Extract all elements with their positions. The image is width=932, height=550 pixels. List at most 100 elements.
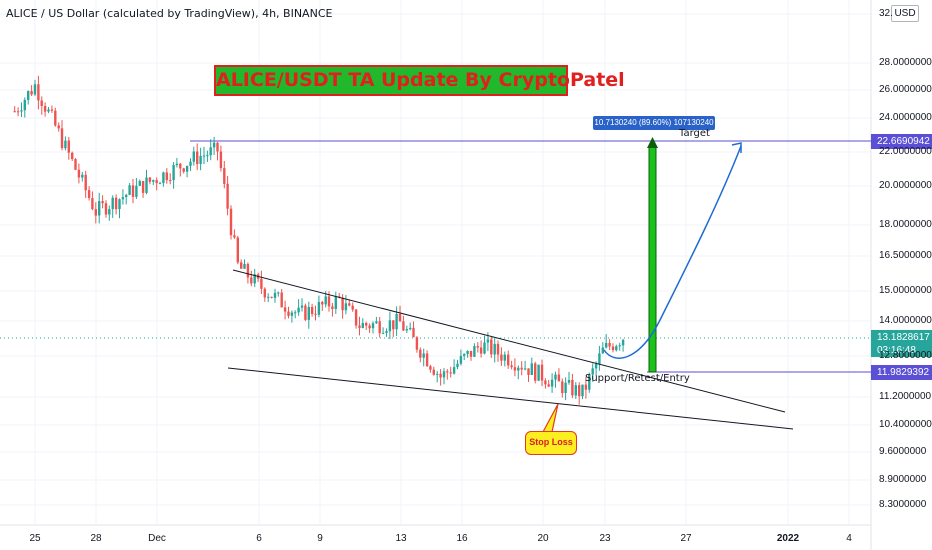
y-tick-label: 20.0000000 — [879, 180, 932, 191]
candle-body — [358, 325, 361, 328]
candle-body — [267, 296, 270, 298]
candle-body — [27, 91, 30, 100]
candle-body — [503, 354, 506, 361]
candle-body — [368, 325, 371, 329]
target-price-tag: 22.6690942 — [871, 134, 932, 149]
candle-body — [419, 349, 422, 358]
candle-body — [81, 174, 84, 178]
y-tick-label: 12.8000000 — [879, 350, 932, 361]
candle-body — [169, 180, 172, 182]
candle-body — [425, 353, 429, 367]
chart-grid — [0, 0, 871, 525]
candle-body — [16, 111, 20, 113]
candle-body — [54, 110, 57, 126]
candle-body — [466, 350, 469, 355]
candle-body — [507, 354, 510, 366]
chart-title-annotation[interactable]: ALICE/USDT TA Update By CryptoPatel — [214, 65, 625, 96]
x-tick-label: 25 — [29, 533, 41, 544]
x-tick-label: 2022 — [776, 533, 800, 544]
candle-body — [60, 128, 64, 149]
measure-label[interactable]: 10.7130240 (89.60%) 107130240 — [593, 116, 715, 130]
candle-body — [500, 354, 503, 361]
x-tick-label: 28 — [90, 533, 102, 544]
candle-body — [270, 296, 273, 298]
stop-loss-callout[interactable]: Stop Loss — [525, 431, 577, 455]
y-tick-label: 32. — [879, 8, 893, 19]
candle-body — [310, 307, 314, 314]
candle-body — [388, 320, 392, 332]
candle-body — [64, 140, 67, 149]
candle-body — [175, 163, 179, 166]
candle-body — [223, 168, 226, 184]
y-tick-label: 15.0000000 — [879, 285, 932, 296]
candle-body — [581, 384, 584, 397]
candle-body — [152, 180, 155, 182]
candle-body — [351, 305, 354, 310]
support-price-tag: 11.9829392 — [871, 365, 932, 380]
y-tick-label: 16.5000000 — [879, 250, 932, 261]
candle-body — [263, 288, 266, 298]
candle-body — [37, 84, 40, 101]
candle-body — [608, 343, 611, 347]
candle-body — [104, 203, 108, 215]
countdown-timer: 03:16:48 — [877, 345, 916, 356]
candle-body — [392, 320, 395, 330]
candle-body — [412, 327, 415, 338]
candle-body — [172, 165, 175, 181]
candle-body — [179, 163, 182, 169]
candle-body — [314, 313, 317, 315]
candle-body — [145, 177, 148, 193]
x-tick-label: 13 — [395, 533, 407, 544]
candle-body — [564, 382, 567, 393]
candle-body — [280, 292, 283, 308]
candle-body — [212, 142, 216, 148]
candle-body — [479, 347, 483, 354]
candle-body — [91, 198, 94, 210]
y-tick-label: 26.0000000 — [879, 84, 932, 95]
candle-body — [50, 109, 54, 111]
candle-body — [540, 364, 544, 381]
y-tick-label: 28.0000000 — [879, 57, 932, 68]
candle-body — [30, 91, 33, 95]
candle-body — [611, 346, 615, 351]
candle-body — [544, 380, 547, 385]
candle-body — [324, 296, 327, 305]
currency-button[interactable]: USD — [891, 5, 919, 22]
y-tick-label: 14.0000000 — [879, 315, 932, 326]
candle-body — [165, 172, 168, 181]
candle-body — [476, 346, 479, 348]
candle-body — [344, 303, 348, 311]
candle-body — [618, 345, 621, 347]
candle-body — [449, 372, 452, 374]
candle-body — [219, 151, 223, 169]
candle-body — [74, 159, 77, 170]
candle-body — [381, 332, 385, 334]
candle-body — [571, 380, 574, 396]
upper-wedge-line — [232, 269, 786, 413]
candle-body — [118, 199, 121, 210]
candle-body — [578, 385, 581, 397]
candle-body — [114, 197, 118, 210]
y-tick-label: 11.2000000 — [879, 391, 932, 402]
candle-body — [395, 314, 398, 330]
candle-body — [402, 321, 405, 331]
candle-body — [226, 183, 229, 209]
candle-body — [496, 343, 500, 355]
candle-body — [588, 374, 591, 390]
candle-body — [459, 355, 463, 364]
measure-arrow-head — [647, 137, 658, 148]
candle-body — [290, 312, 294, 316]
candle-body — [517, 367, 520, 371]
candle-body — [483, 342, 486, 354]
candle-body — [128, 185, 131, 195]
candle-body — [574, 385, 577, 396]
candle-body — [317, 302, 321, 315]
candle-body — [452, 367, 456, 374]
candle-body — [98, 201, 101, 216]
candle-body — [371, 323, 375, 329]
candle-body — [307, 307, 310, 320]
symbol-header: ALICE / US Dollar (calculated by Trading… — [6, 7, 333, 20]
candle-body — [43, 106, 47, 112]
candle-body — [243, 264, 246, 269]
